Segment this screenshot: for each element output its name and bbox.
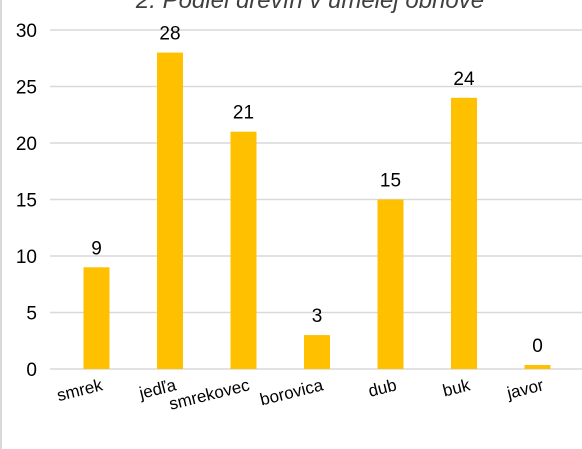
bar-dub: [377, 199, 404, 369]
data-label: 3: [312, 306, 323, 327]
data-label: 15: [380, 171, 401, 192]
data-label: 28: [159, 24, 180, 45]
bars: 9 28 21 3 15 24 0: [83, 24, 551, 370]
chart-title: 2. Podiel drevín v umelej obnove: [135, 0, 484, 14]
y-tick-label: 20: [16, 134, 37, 155]
y-tick-label: 30: [16, 21, 37, 42]
data-label: 24: [453, 69, 475, 90]
x-tick-label: javor: [504, 375, 546, 403]
x-tick-label: dub: [366, 375, 398, 400]
y-axis: 0 5 10 15 20 25 30: [16, 21, 37, 381]
x-tick-label: borovica: [258, 375, 325, 409]
y-tick-label: 5: [26, 304, 37, 325]
x-tick-label: buk: [441, 375, 473, 400]
data-label: 9: [91, 238, 102, 259]
gridlines: [50, 29, 582, 370]
y-tick-label: 15: [16, 191, 37, 212]
data-label: 0: [532, 336, 543, 357]
bar-javor: [524, 365, 551, 369]
bar-buk: [451, 97, 477, 370]
x-tick-label: smrekovec: [167, 375, 252, 413]
y-tick-label: 25: [16, 78, 37, 99]
bar-jedľa: [157, 52, 183, 369]
bar-borovica: [304, 335, 330, 369]
bar-smrekovec: [230, 131, 257, 369]
x-tick-label: smrek: [55, 375, 105, 405]
data-label: 21: [233, 103, 254, 124]
bar-smrek: [83, 267, 110, 369]
y-tick-label: 0: [26, 360, 37, 381]
y-tick-label: 10: [16, 247, 37, 268]
